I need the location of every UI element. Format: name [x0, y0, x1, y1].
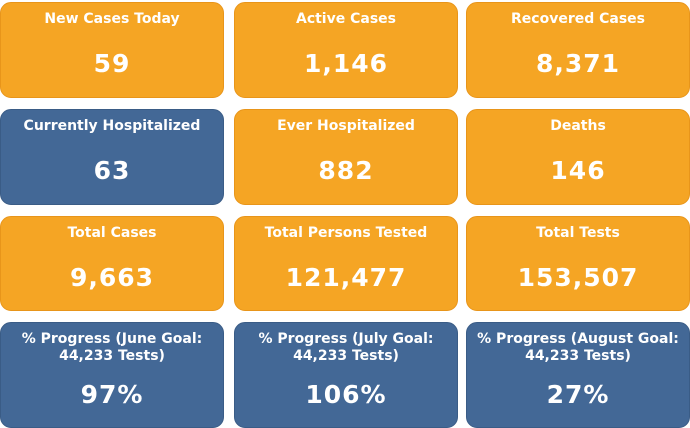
tile-value: 106% [305, 380, 387, 409]
tile-value: 8,371 [535, 49, 621, 78]
tile-label: New Cases Today [44, 11, 180, 27]
tile-label: Deaths [550, 118, 606, 134]
tile-total-cases[interactable]: Total Cases 9,663 [0, 216, 224, 311]
tile-label: % Progress (June Goal: 44,233 Tests) [21, 331, 203, 364]
tile-label: Total Persons Tested [264, 225, 428, 241]
tile-progress-june[interactable]: % Progress (June Goal: 44,233 Tests) 97% [0, 322, 224, 428]
tile-value: 146 [550, 156, 606, 185]
tile-value: 121,477 [285, 263, 407, 292]
tile-new-cases-today[interactable]: New Cases Today 59 [0, 2, 224, 98]
tile-label: Total Cases [67, 225, 157, 241]
tile-value: 63 [93, 156, 131, 185]
tile-currently-hospitalized[interactable]: Currently Hospitalized 63 [0, 109, 224, 205]
tile-label: % Progress (August Goal: 44,233 Tests) [477, 331, 679, 364]
tile-total-tests[interactable]: Total Tests 153,507 [466, 216, 690, 311]
tile-value: 59 [93, 49, 131, 78]
tile-value: 27% [546, 380, 610, 409]
tile-value: 1,146 [303, 49, 389, 78]
tile-active-cases[interactable]: Active Cases 1,146 [234, 2, 458, 98]
tile-value: 153,507 [517, 263, 639, 292]
tile-progress-july[interactable]: % Progress (July Goal: 44,233 Tests) 106… [234, 322, 458, 428]
tile-label: Active Cases [295, 11, 396, 27]
tile-ever-hospitalized[interactable]: Ever Hospitalized 882 [234, 109, 458, 205]
tile-label: Ever Hospitalized [277, 118, 415, 134]
tile-value: 9,663 [69, 263, 155, 292]
tile-label: Recovered Cases [511, 11, 645, 27]
tile-recovered-cases[interactable]: Recovered Cases 8,371 [466, 2, 690, 98]
tile-deaths[interactable]: Deaths 146 [466, 109, 690, 205]
tile-total-persons-tested[interactable]: Total Persons Tested 121,477 [234, 216, 458, 311]
tile-label: Total Tests [536, 225, 620, 241]
tile-value: 882 [318, 156, 374, 185]
tile-label: Currently Hospitalized [23, 118, 201, 134]
tile-progress-august[interactable]: % Progress (August Goal: 44,233 Tests) 2… [466, 322, 690, 428]
tile-value: 97% [80, 380, 144, 409]
tile-label: % Progress (July Goal: 44,233 Tests) [258, 331, 434, 364]
